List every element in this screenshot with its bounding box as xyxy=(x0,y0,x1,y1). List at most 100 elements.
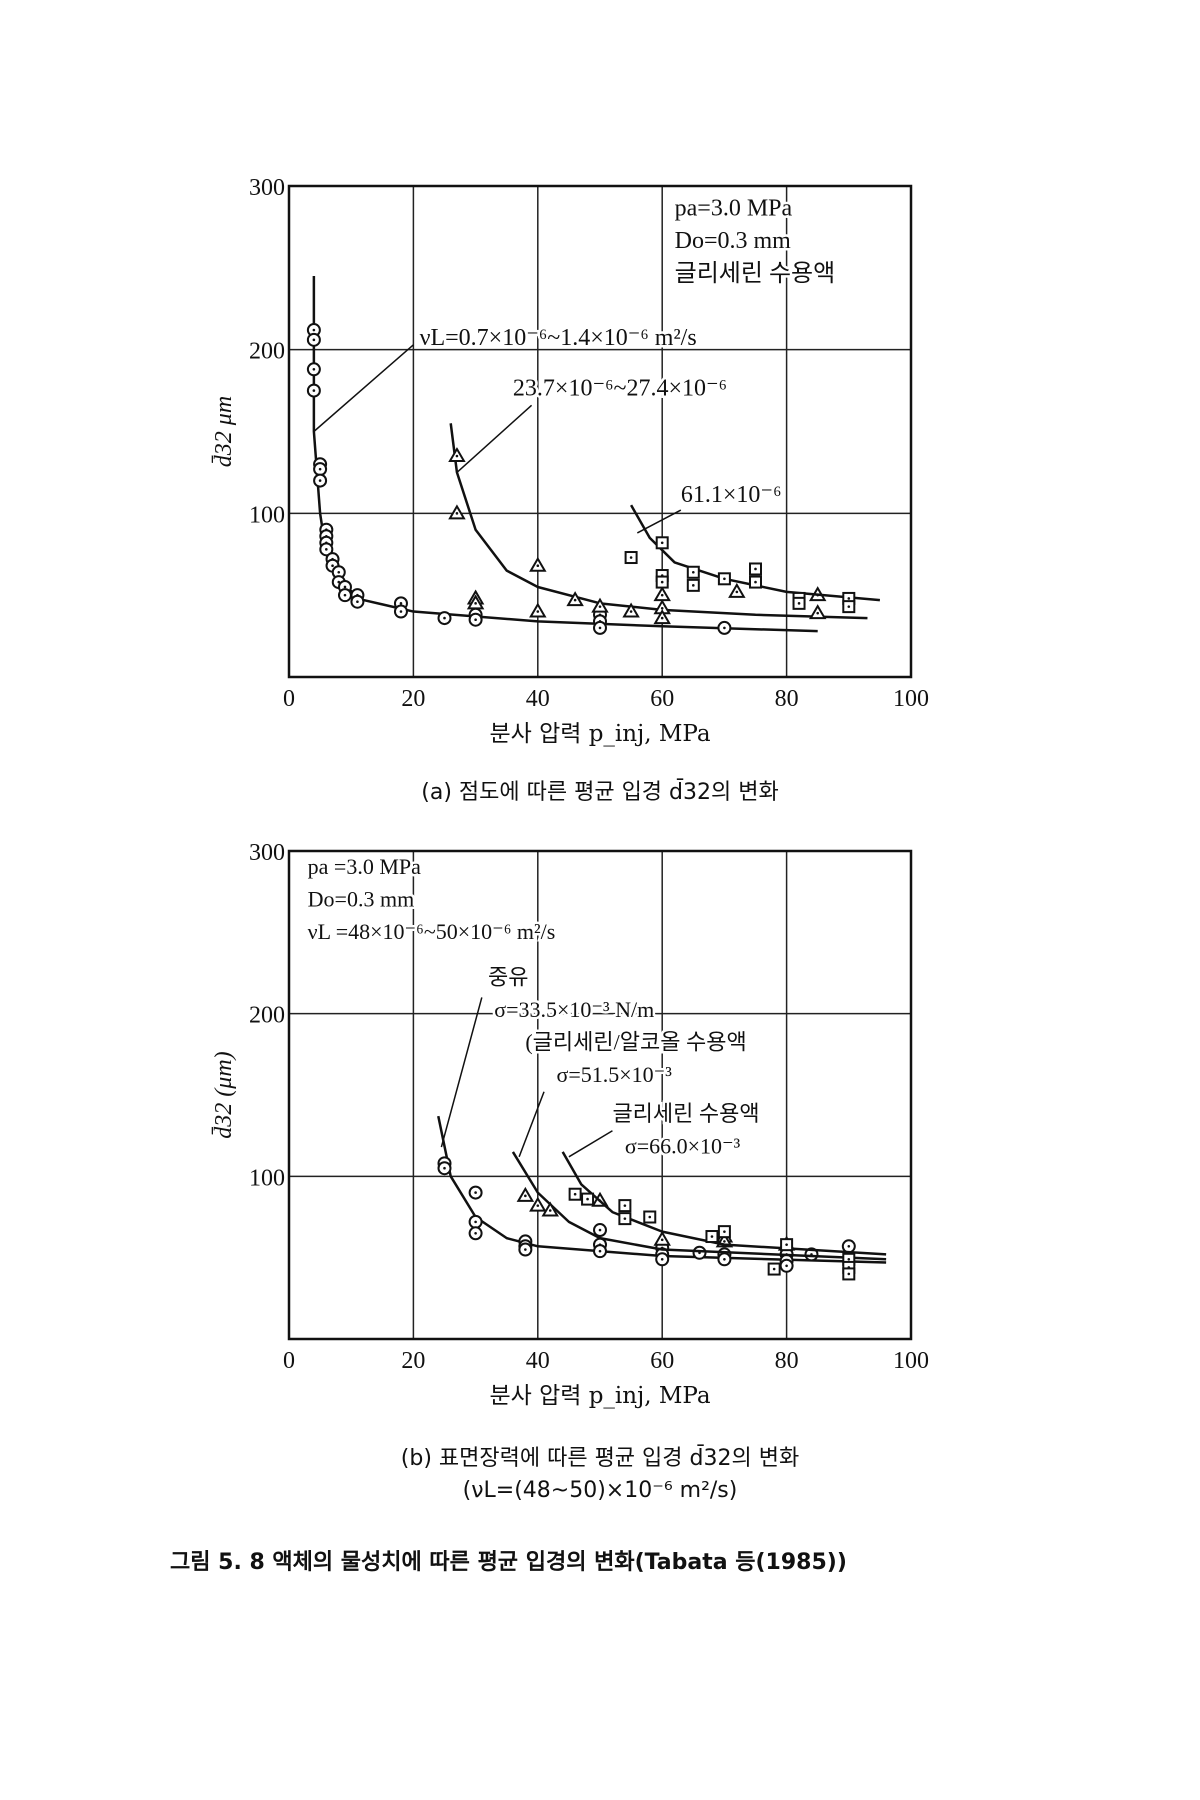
data-point-dot xyxy=(573,1192,577,1196)
series-label: (글리세린/알코올 수용액 xyxy=(525,1029,746,1054)
series-label-sigma: σ=66.0×10⁻³ xyxy=(625,1134,741,1159)
data-point-dot xyxy=(816,611,819,615)
y-tick-label: 100 xyxy=(249,502,285,528)
data-point-dot xyxy=(399,610,403,613)
data-point-dot xyxy=(847,605,851,608)
x-axis-label: 분사 압력 p_inj, MPa xyxy=(489,721,710,747)
series-curve xyxy=(511,1151,887,1261)
data-point-dot xyxy=(474,1220,477,1224)
data-point-dot xyxy=(318,467,322,471)
series-curve xyxy=(561,1151,887,1256)
series-label: 글리세린 수용액 xyxy=(612,1101,759,1126)
data-point-dot xyxy=(710,1235,714,1238)
data-point-dot xyxy=(785,1264,788,1268)
data-point-dot xyxy=(443,1166,446,1170)
series-label: νL=0.7×10⁻⁶~1.4×10⁻⁶ m²/s xyxy=(420,325,697,351)
data-point-dot xyxy=(754,580,757,584)
series-label-sigma: σ=51.5×10⁻³ xyxy=(556,1062,672,1087)
data-point-dot xyxy=(474,1231,477,1235)
condition-text: Do=0.3 mm xyxy=(675,228,792,254)
data-point-dot xyxy=(660,606,664,610)
data-point-dot xyxy=(754,567,757,571)
y-axis-label: d̄32 μm xyxy=(211,396,237,467)
data-point-dot xyxy=(723,1240,726,1243)
x-tick-label: 20 xyxy=(401,1348,425,1374)
data-point-dot xyxy=(337,570,341,574)
x-tick-label: 80 xyxy=(775,686,799,712)
condition-text: 글리세린 수용액 xyxy=(675,260,836,287)
data-point-dot xyxy=(536,610,540,613)
condition-text: pa=3.0 MPa xyxy=(675,195,793,221)
data-point-dot xyxy=(598,626,602,630)
annotation-leader xyxy=(518,1091,545,1158)
data-point-dot xyxy=(785,1243,788,1246)
data-point-dot xyxy=(312,389,316,392)
annotation-leader xyxy=(568,1130,613,1158)
plot-frame xyxy=(287,849,913,1341)
data-point-dot xyxy=(586,1197,589,1201)
data-point-dot xyxy=(474,602,477,605)
data-point-dot xyxy=(660,1257,664,1261)
data-point-dot xyxy=(343,585,347,589)
x-tick-label: 100 xyxy=(893,1348,929,1374)
data-point-dot xyxy=(623,1204,627,1207)
data-point-dot xyxy=(629,556,633,559)
data-point-dot xyxy=(312,368,316,371)
data-point-dot xyxy=(847,1272,851,1276)
data-point-dot xyxy=(692,584,695,587)
data-point-dot xyxy=(312,338,316,342)
data-point-dot xyxy=(648,1215,652,1219)
data-point-dot xyxy=(337,580,341,584)
data-point-dot xyxy=(847,1257,851,1261)
panel-a xyxy=(287,184,913,679)
x-tick-label: 60 xyxy=(650,686,674,712)
y-tick-label: 300 xyxy=(249,175,285,201)
condition-text: pa =3.0 MPa xyxy=(308,854,421,879)
data-point-dot xyxy=(660,616,664,620)
data-point-dot xyxy=(797,602,801,605)
data-point-dot xyxy=(598,1249,602,1253)
y-tick-label: 100 xyxy=(249,1165,285,1191)
caption-b-sub: (νL=(48~50)×10⁻⁶ m²/s) xyxy=(462,1478,738,1503)
x-tick-label: 60 xyxy=(650,1348,674,1374)
x-tick-label: 20 xyxy=(401,686,425,712)
condition-text: νL =48×10⁻⁶~50×10⁻⁶ m²/s xyxy=(308,919,556,944)
data-point-dot xyxy=(772,1267,776,1271)
series-label: 23.7×10⁻⁶~27.4×10⁻⁶ xyxy=(513,375,727,401)
data-point-dot xyxy=(598,605,602,608)
data-point-dot xyxy=(524,1194,527,1198)
data-point-dot xyxy=(325,548,328,551)
y-tick-label: 300 xyxy=(249,840,285,866)
data-point-dot xyxy=(660,593,664,597)
data-point-dot xyxy=(723,1230,726,1233)
data-point-dot xyxy=(847,597,851,600)
series-curve xyxy=(449,423,868,620)
x-tick-label: 0 xyxy=(283,1348,295,1374)
annotation-leader xyxy=(456,404,533,473)
data-point-dot xyxy=(331,564,334,568)
data-point-dot xyxy=(723,626,726,630)
x-tick-label: 40 xyxy=(526,686,550,712)
x-tick-label: 100 xyxy=(893,686,929,712)
series-label: 중유 xyxy=(488,964,528,989)
figure-caption: 그림 5. 8 액체의 물성치에 따른 평균 입경의 변화(Tabata 등(1… xyxy=(170,1550,847,1575)
x-tick-label: 80 xyxy=(775,1348,799,1374)
series-label-sigma: σ=33.5×10⁻³ N/m xyxy=(494,997,654,1022)
annotation-leader xyxy=(440,997,483,1148)
data-point-dot xyxy=(660,1238,664,1242)
data-point-dot xyxy=(598,1228,602,1232)
annotation-leader xyxy=(313,344,414,433)
data-point-dot xyxy=(455,454,459,458)
plot-frame xyxy=(287,184,913,679)
data-point-dot xyxy=(847,1244,851,1248)
data-point-dot xyxy=(723,1257,726,1261)
x-tick-label: 0 xyxy=(283,686,295,712)
data-point-dot xyxy=(312,328,316,332)
panel-b xyxy=(287,849,913,1341)
data-point-dot xyxy=(399,602,403,605)
data-point-dot xyxy=(443,616,446,620)
data-point-dot xyxy=(356,600,359,604)
data-point-dot xyxy=(548,1209,552,1212)
x-axis-label: 분사 압력 p_inj, MPa xyxy=(489,1383,710,1409)
